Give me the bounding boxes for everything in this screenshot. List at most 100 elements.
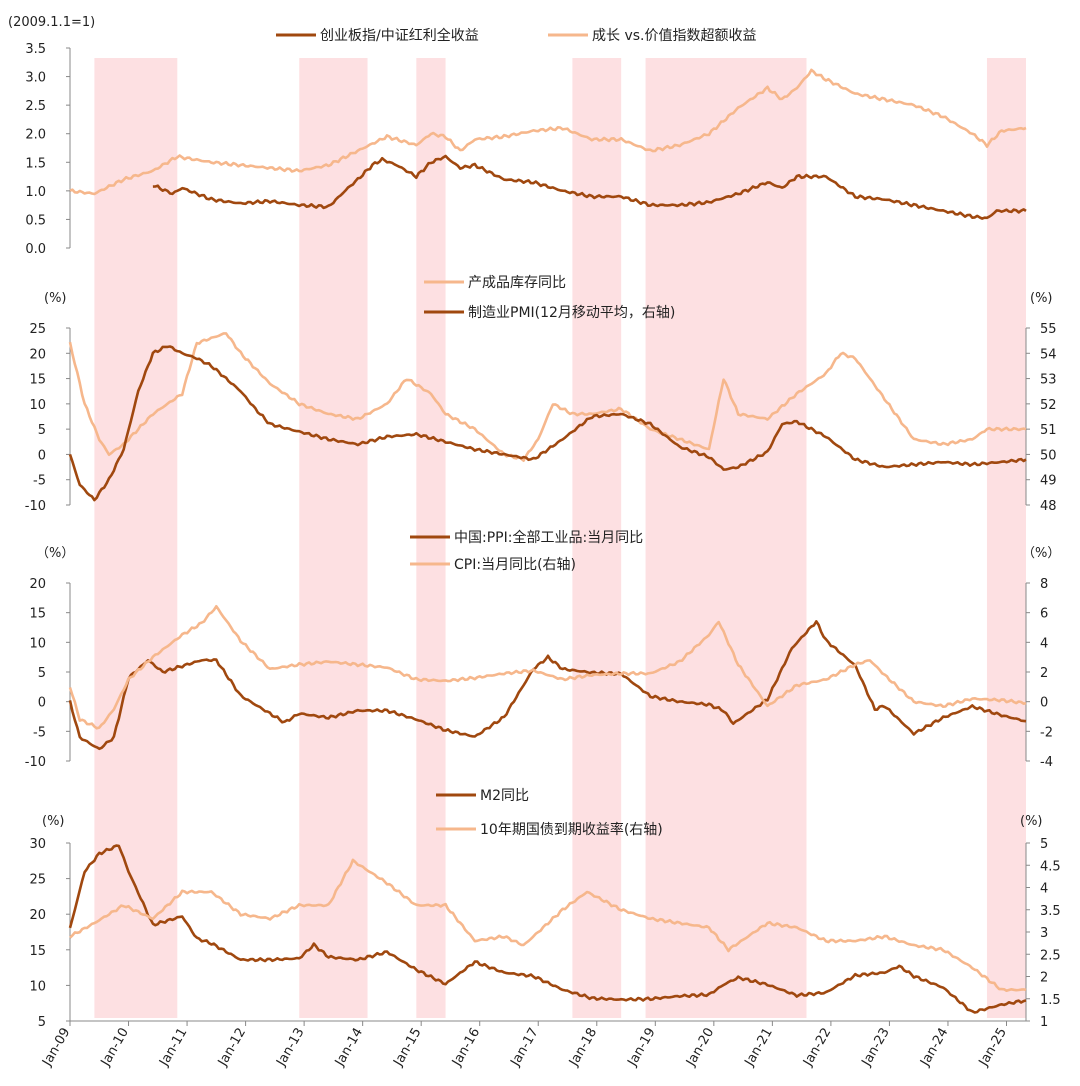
x-tick-label: Jan-22 bbox=[800, 1026, 834, 1070]
y-tick-label-right: 53 bbox=[1040, 373, 1057, 388]
y-tick-label-right: 4.5 bbox=[1040, 859, 1061, 874]
shaded-periods bbox=[94, 58, 1026, 1018]
y-tick-label-left: 0.5 bbox=[25, 213, 46, 228]
y-tick-label-right: 49 bbox=[1040, 474, 1057, 489]
x-tick-label: Jan-11 bbox=[156, 1026, 190, 1070]
shaded-period-5 bbox=[986, 58, 1026, 1018]
legend-inventory-pmi: 产成品库存同比 制造业PMI(12月移动平均，右轴) bbox=[424, 275, 675, 321]
y-tick-label-left: 5 bbox=[38, 666, 46, 681]
legend-label-ppi-cpi-1: CPI:当月同比(右轴) bbox=[454, 557, 576, 573]
y-tick-label-right: 51 bbox=[1040, 423, 1057, 438]
panel-m2-bond-unit-left: (%) bbox=[42, 814, 65, 829]
x-tick-label: Jan-15 bbox=[391, 1026, 425, 1070]
y-tick-label-right: 50 bbox=[1040, 448, 1057, 463]
legend-m2-bond: M2同比 10年期国债到期收益率(右轴) bbox=[436, 788, 663, 838]
y-tick-label-left: 30 bbox=[29, 837, 46, 852]
series-line-returns-0 bbox=[152, 154, 1027, 220]
y-tick-label-left: 15 bbox=[29, 607, 46, 622]
y-tick-label-left: 15 bbox=[29, 944, 46, 959]
y-tick-label-right: 6 bbox=[1040, 607, 1048, 622]
legend-ppi-cpi: 中国:PPI:全部工业品:当月同比 CPI:当月同比(右轴) bbox=[410, 529, 643, 573]
y-tick-label-right: 8 bbox=[1040, 577, 1048, 592]
shaded-period-3 bbox=[572, 58, 622, 1018]
y-tick-label-left: 2.0 bbox=[25, 128, 46, 143]
legend-label-inventory-pmi-1: 制造业PMI(12月移动平均，右轴) bbox=[468, 305, 675, 321]
y-tick-label-right: 2 bbox=[1040, 666, 1048, 681]
y-tick-label-left: 1.5 bbox=[25, 156, 46, 171]
axes-layer: 0.00.51.01.52.02.53.03.5-10-505101520254… bbox=[25, 42, 1061, 1030]
y-tick-label-left: 15 bbox=[29, 373, 46, 388]
x-tick-label: Jan-09 bbox=[39, 1026, 73, 1070]
y-tick-label-right: 3 bbox=[1040, 926, 1048, 941]
x-tick-label: Jan-25 bbox=[976, 1026, 1010, 1070]
series-layer bbox=[68, 68, 1027, 1014]
x-tick-label: Jan-19 bbox=[625, 1026, 659, 1070]
y-tick-label-right: 55 bbox=[1040, 322, 1057, 337]
y-tick-label-left: 1.0 bbox=[25, 185, 46, 200]
panel-ppi-cpi-unit-left: （%） bbox=[36, 546, 74, 561]
panel-m2-bond-unit-right: (%) bbox=[1020, 814, 1043, 829]
x-tick-label: Jan-18 bbox=[566, 1026, 600, 1070]
series-line-inventory-pmi-0 bbox=[68, 332, 1027, 462]
legend-label-m2-bond-0: M2同比 bbox=[480, 788, 529, 804]
panel-returns: (2009.1.1=1) 创业板指/中证红利全收益 成长 vs.价值指数超额收益 bbox=[8, 15, 756, 44]
series-line-m2-bond-0 bbox=[68, 844, 1027, 1014]
shaded-period-0 bbox=[94, 58, 178, 1018]
y-tick-label-left: 10 bbox=[29, 398, 46, 413]
x-tick-label: Jan-23 bbox=[859, 1026, 893, 1070]
series-line-m2-bond-1 bbox=[69, 858, 1027, 992]
y-tick-label-left: 20 bbox=[29, 347, 46, 362]
y-tick-label-left: -10 bbox=[25, 499, 46, 514]
panel-inventory-pmi-unit-right: (%) bbox=[1030, 291, 1053, 306]
y-tick-label-right: 4 bbox=[1040, 882, 1048, 897]
y-tick-label-left: 10 bbox=[29, 636, 46, 651]
panel-m2-bond: (%) (%) M2同比 10年期国债到期收益率(右轴) bbox=[42, 788, 1043, 838]
x-tick-label: Jan-13 bbox=[273, 1026, 307, 1070]
x-tick-label: Jan-24 bbox=[917, 1026, 951, 1070]
x-tick-label: Jan-16 bbox=[449, 1026, 483, 1070]
y-tick-label-left: 2.5 bbox=[25, 99, 46, 114]
y-tick-label-left: -5 bbox=[33, 725, 46, 740]
y-tick-label-left: 20 bbox=[29, 908, 46, 923]
y-tick-label-right: 4 bbox=[1040, 636, 1048, 651]
x-tick-label: Jan-12 bbox=[215, 1026, 249, 1070]
legend-label-inventory-pmi-0: 产成品库存同比 bbox=[468, 275, 566, 291]
y-tick-label-right: 48 bbox=[1040, 499, 1057, 514]
y-tick-label-left: 20 bbox=[29, 577, 46, 592]
series-line-inventory-pmi-1 bbox=[68, 345, 1027, 502]
y-tick-label-left: 0 bbox=[38, 448, 46, 463]
x-tick-label: Jan-20 bbox=[683, 1026, 717, 1070]
y-tick-label-right: 2.5 bbox=[1040, 948, 1061, 963]
legend-label-returns-0: 创业板指/中证红利全收益 bbox=[320, 27, 479, 44]
x-tick-label: Jan-10 bbox=[98, 1026, 132, 1070]
panel-inventory-pmi-unit-left: (%) bbox=[44, 291, 67, 306]
y-tick-label-left: 5 bbox=[38, 423, 46, 438]
y-tick-label-right: -2 bbox=[1040, 725, 1053, 740]
y-tick-label-right: 2 bbox=[1040, 971, 1048, 986]
panel-inventory-pmi: (%) (%) 产成品库存同比 制造业PMI(12月移动平均，右轴) bbox=[44, 275, 1053, 321]
panel-ppi-cpi-unit-right: （%） bbox=[1022, 546, 1060, 561]
legend-label-m2-bond-1: 10年期国债到期收益率(右轴) bbox=[480, 821, 663, 838]
y-tick-label-left: 10 bbox=[29, 979, 46, 994]
y-tick-label-right: 52 bbox=[1040, 398, 1057, 413]
y-tick-label-left: 3.0 bbox=[25, 71, 46, 86]
y-tick-label-left: 25 bbox=[29, 322, 46, 337]
y-tick-label-left: 0 bbox=[38, 696, 46, 711]
series-line-ppi-cpi-1 bbox=[68, 605, 1027, 730]
x-tick-label: Jan-14 bbox=[332, 1026, 366, 1070]
y-tick-label-right: 1 bbox=[1040, 1015, 1048, 1030]
x-tick-label: Jan-17 bbox=[508, 1026, 542, 1070]
y-tick-label-left: -5 bbox=[33, 474, 46, 489]
series-line-ppi-cpi-0 bbox=[68, 620, 1027, 751]
panel-ppi-cpi: （%） （%） 中国:PPI:全部工业品:当月同比 CPI:当月同比(右轴) bbox=[36, 529, 1060, 573]
y-tick-label-left: 3.5 bbox=[25, 42, 46, 57]
y-tick-label-right: -4 bbox=[1040, 755, 1053, 770]
y-tick-label-left: 5 bbox=[38, 1015, 46, 1030]
y-tick-label-right: 54 bbox=[1040, 347, 1057, 362]
y-tick-label-right: 0 bbox=[1040, 696, 1048, 711]
shaded-period-1 bbox=[299, 58, 368, 1018]
y-tick-label-left: -10 bbox=[25, 755, 46, 770]
legend-label-ppi-cpi-0: 中国:PPI:全部工业品:当月同比 bbox=[454, 529, 643, 546]
series-line-returns-1 bbox=[69, 68, 1027, 196]
